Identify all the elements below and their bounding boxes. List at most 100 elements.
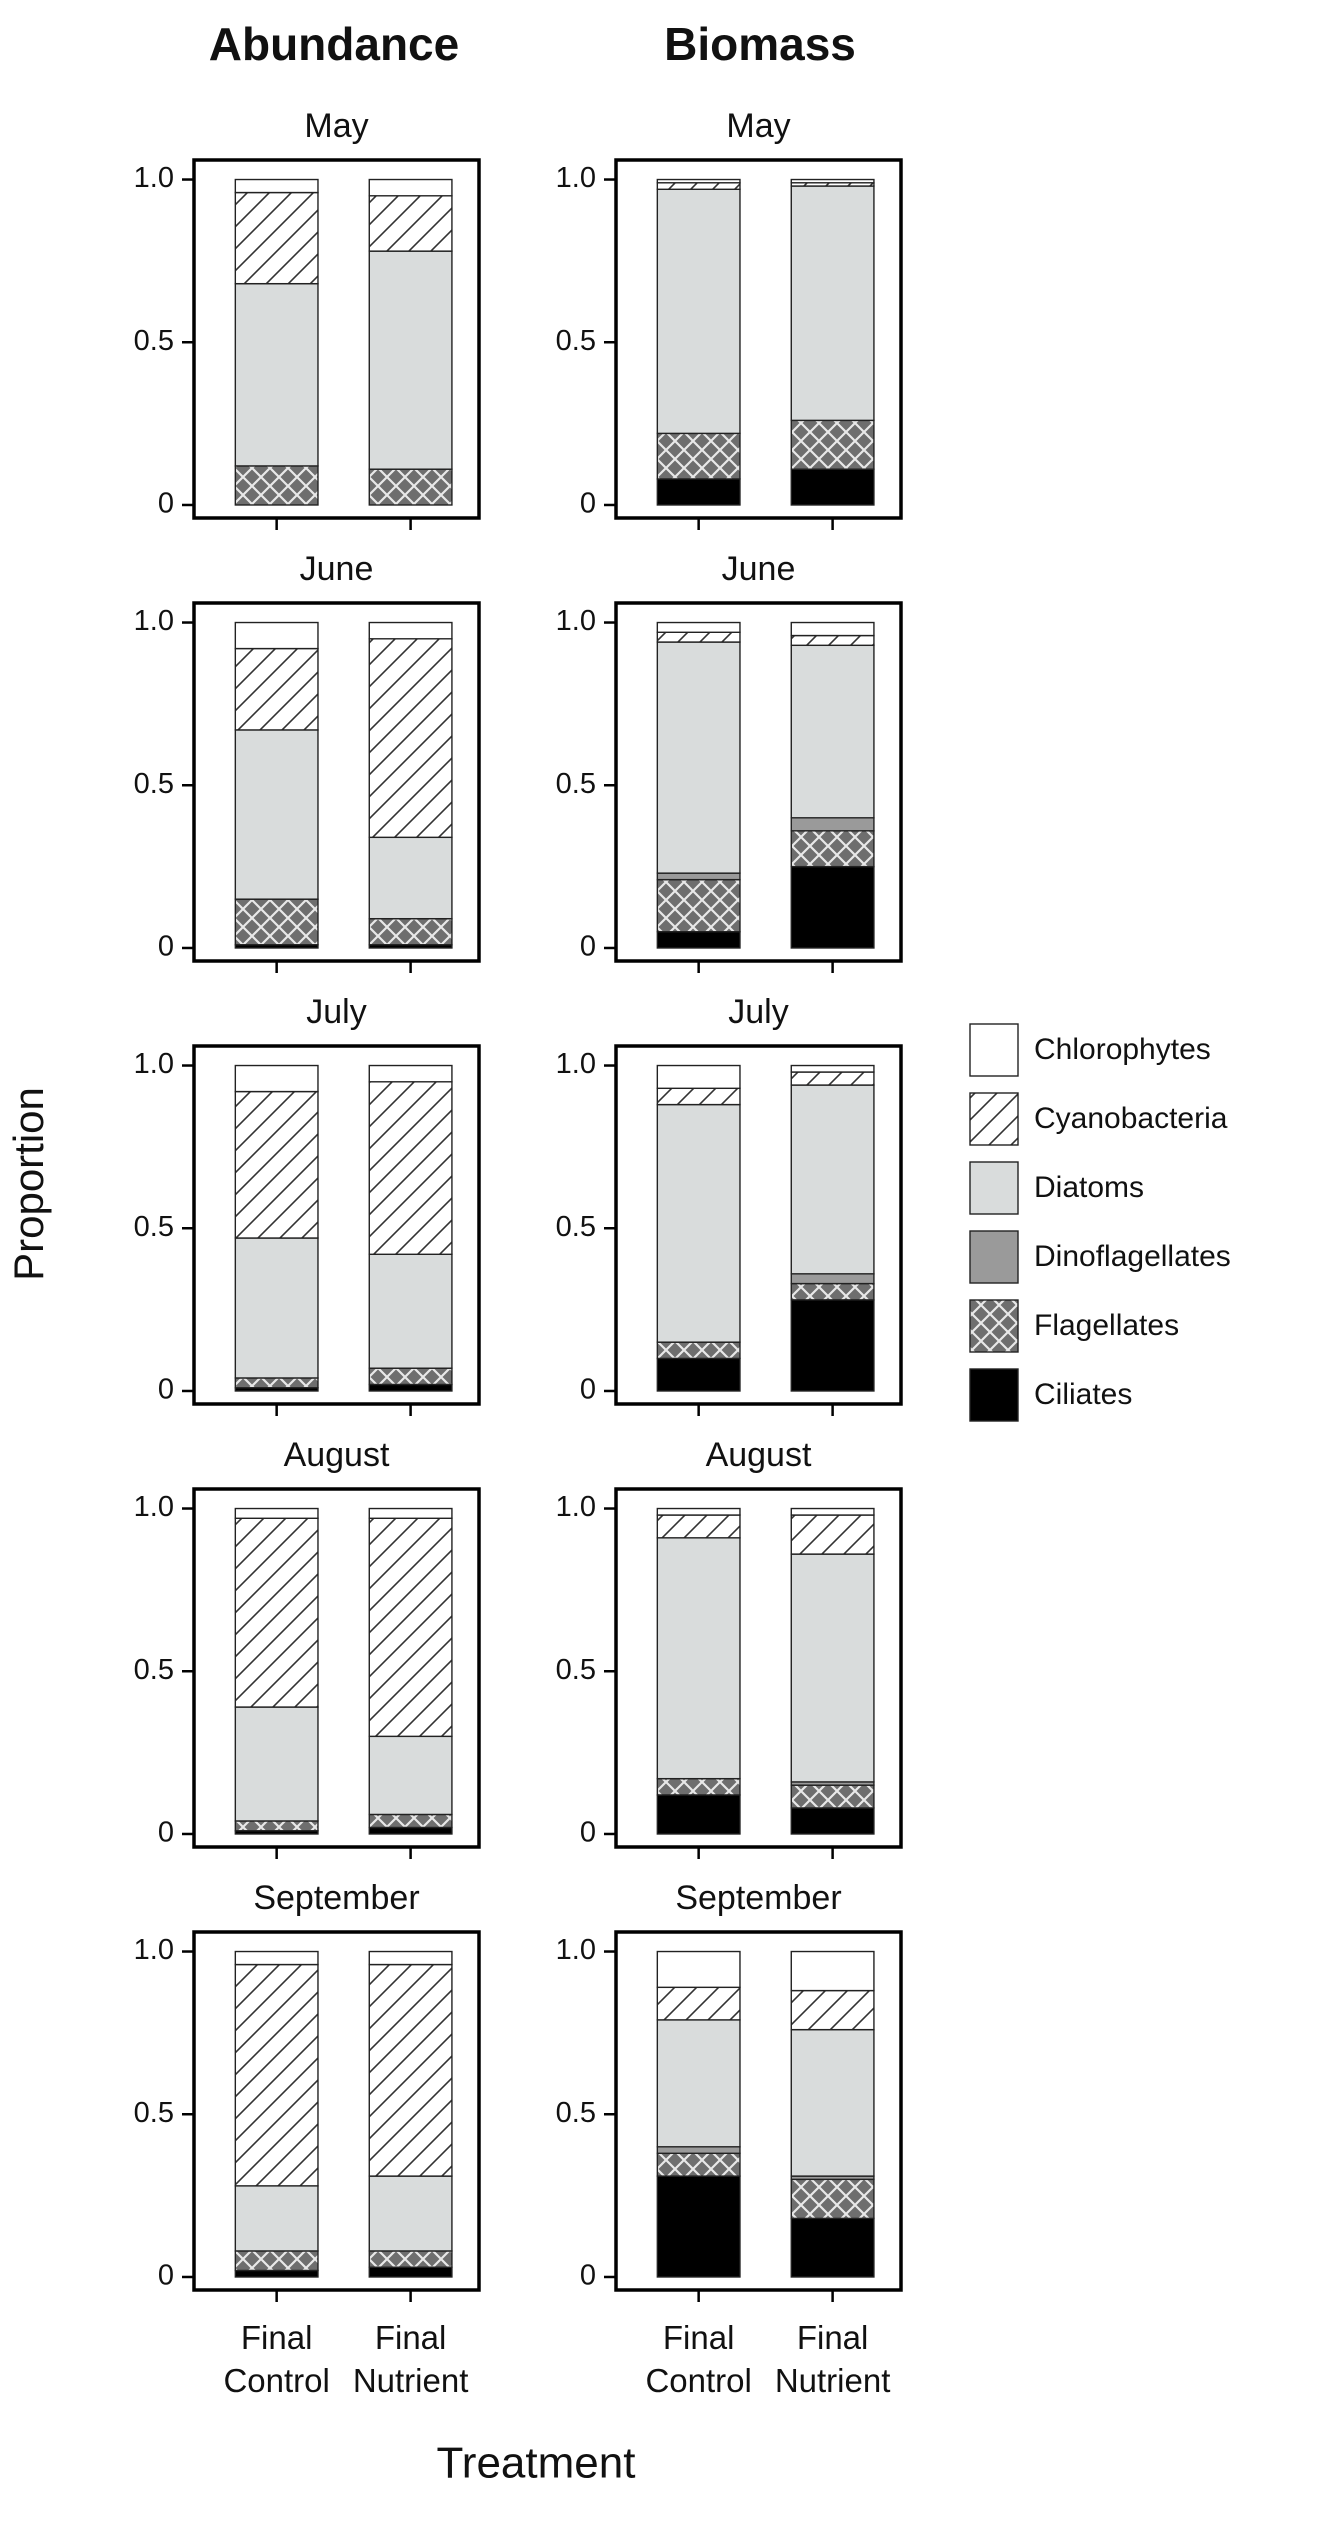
bar-segment — [790, 1989, 875, 2031]
bar-segment — [368, 468, 453, 506]
bar-segment — [656, 2019, 741, 2148]
y-tick-label: 1.0 — [556, 1048, 596, 1080]
x-tick-label: Final Nutrient — [774, 2319, 891, 2399]
bar-segment — [790, 2028, 875, 2177]
y-tick-label: 1.0 — [134, 605, 174, 637]
panel-title: July — [306, 993, 366, 1031]
panel-frame — [192, 1930, 481, 2292]
y-axis-label: Proportion — [5, 1087, 52, 1281]
panel-frame — [192, 1487, 481, 1849]
y-tick-label: 0.5 — [556, 768, 596, 800]
x-tick-label: Final Nutrient — [352, 2319, 469, 2399]
y-tick-label: 0 — [580, 2260, 596, 2292]
legend-swatch — [969, 1092, 1019, 1146]
bar-segment — [368, 250, 453, 470]
bar-segment — [368, 2266, 453, 2278]
bar-segment — [656, 188, 741, 435]
bar-segment — [790, 419, 875, 470]
bar-segment — [790, 1950, 875, 1992]
bar-segment — [656, 1777, 741, 1796]
y-tick-label: 0.5 — [134, 325, 174, 357]
legend-label: Ciliates — [1034, 1378, 1132, 1411]
y-tick-label: 0.5 — [556, 1654, 596, 1686]
bar-segment — [656, 2146, 741, 2155]
bar-segment — [790, 1282, 875, 1301]
bar-segment — [368, 917, 453, 946]
bar-segment — [790, 1064, 875, 1073]
bar-segment — [234, 898, 319, 946]
y-tick-label: 1.0 — [556, 1491, 596, 1523]
bar-segment — [368, 2175, 453, 2252]
bar-segment — [368, 621, 453, 640]
y-tick-label: 1.0 — [134, 1048, 174, 1080]
bar-segment — [234, 647, 319, 731]
panel-frame — [614, 1487, 903, 1849]
panel-title: May — [726, 107, 790, 145]
bar-segment — [368, 195, 453, 252]
bar-segment — [790, 2178, 875, 2220]
bar-segment — [656, 182, 741, 190]
panel-frame — [614, 158, 903, 520]
bar-segment — [656, 432, 741, 480]
bar-segment — [790, 1273, 875, 1285]
y-tick-label: 0.5 — [556, 2097, 596, 2129]
bar-segment — [656, 1357, 741, 1392]
bar-segment — [234, 1064, 319, 1093]
bar-segment — [656, 1507, 741, 1516]
bar-segment — [368, 1517, 453, 1738]
bar-segment — [656, 631, 741, 643]
y-tick-label: 0.5 — [134, 768, 174, 800]
bar-segment — [656, 1103, 741, 1343]
panel-title: July — [728, 993, 788, 1031]
y-tick-label: 1.0 — [556, 1934, 596, 1966]
bar-segment — [656, 1794, 741, 1835]
bar-segment — [234, 2250, 319, 2272]
y-tick-label: 1.0 — [134, 1934, 174, 1966]
bar-segment — [790, 1807, 875, 1835]
bar-segment — [790, 2217, 875, 2278]
bar-segment — [234, 465, 319, 506]
bar-segment — [656, 641, 741, 874]
panel-frame — [192, 601, 481, 963]
bar-segment — [656, 178, 741, 184]
legend-swatch — [969, 1368, 1019, 1422]
bar-segment — [234, 1507, 319, 1519]
bar-segment — [656, 1341, 741, 1360]
bar-segment — [234, 191, 319, 285]
bar-segment — [234, 282, 319, 467]
panel-frame — [614, 1044, 903, 1406]
bar-segment — [790, 830, 875, 868]
bar-segment — [656, 1537, 741, 1780]
y-tick-label: 0.5 — [134, 1211, 174, 1243]
bar-segment — [790, 178, 875, 184]
y-tick-label: 0.5 — [556, 325, 596, 357]
bar-segment — [234, 2269, 319, 2278]
panel-frame — [614, 601, 903, 963]
bar-segment — [790, 1553, 875, 1783]
legend-swatch — [969, 1299, 1019, 1353]
bar-segment — [656, 931, 741, 949]
bar-segment — [790, 644, 875, 819]
bar-segment — [234, 1090, 319, 1239]
bar-segment — [234, 178, 319, 194]
bar-segment — [368, 1253, 453, 1369]
y-tick-label: 0 — [580, 1374, 596, 1406]
bar-segment — [368, 1064, 453, 1083]
bar-segment — [368, 1081, 453, 1255]
bar-segment — [234, 1820, 319, 1832]
bar-segment — [234, 2185, 319, 2252]
panel-title: May — [304, 107, 368, 145]
panel-frame — [614, 1930, 903, 2292]
panel-frame — [192, 158, 481, 520]
bar-segment — [656, 478, 741, 506]
bar-segment — [234, 729, 319, 900]
legend-swatch — [969, 1023, 1019, 1077]
bar-segment — [790, 1784, 875, 1809]
bar-segment — [368, 2250, 453, 2268]
bar-segment — [368, 1507, 453, 1519]
bar-segment — [790, 1514, 875, 1555]
bar-segment — [790, 634, 875, 647]
bar-segment — [790, 468, 875, 506]
